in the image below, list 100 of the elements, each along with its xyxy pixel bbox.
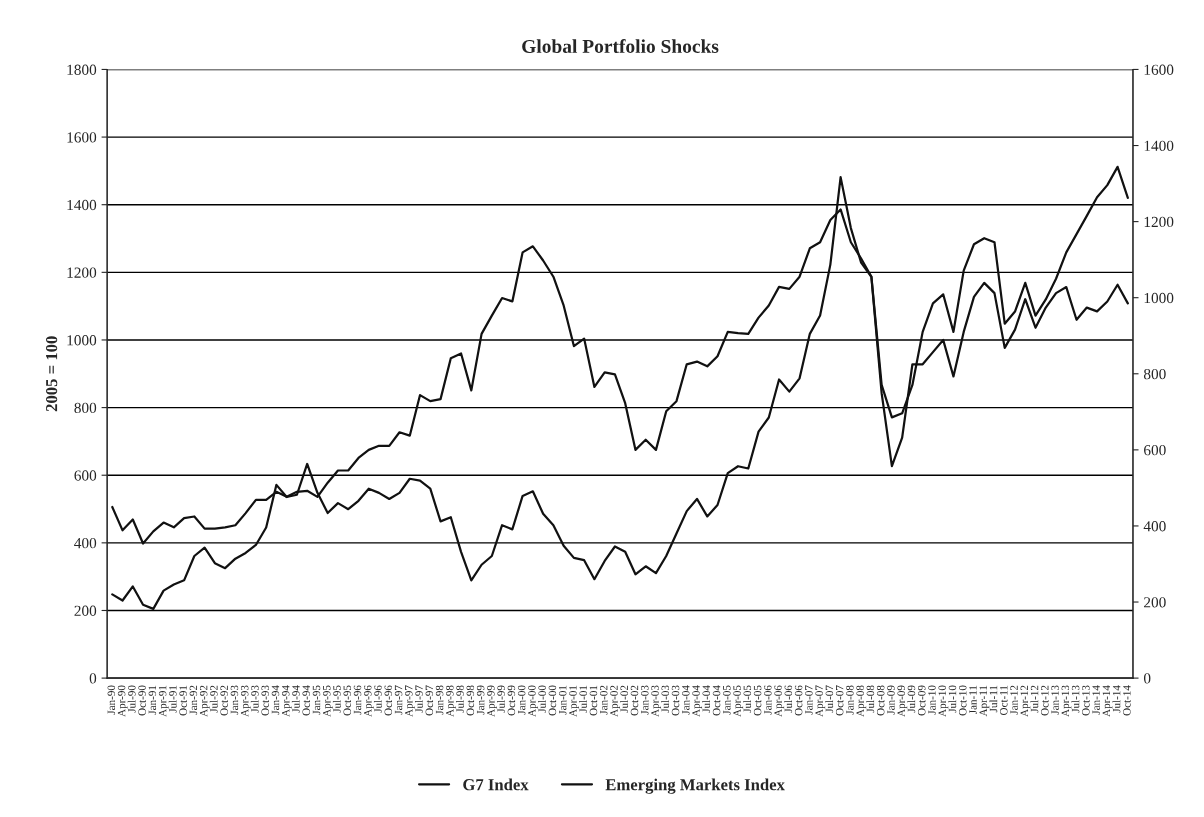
x-tick-label: Apr-93 [240, 685, 251, 717]
x-tick-label: Jan-12 [1010, 685, 1018, 715]
x-tick-label: Oct-96 [384, 685, 393, 716]
x-tick-label: Jan-01 [558, 685, 567, 715]
y-axis-title: 2005 = 100 [46, 336, 58, 412]
x-tick-label: Oct-08 [876, 685, 885, 716]
x-tick-label: Oct-01 [589, 685, 598, 716]
chart-title: Global Portfolio Shocks [522, 39, 719, 53]
x-tick-label: Oct-99 [507, 685, 516, 716]
x-tick-label: Jul-95 [332, 685, 341, 713]
x-tick-label: Oct-06 [794, 685, 803, 716]
x-tick-label: Apr-03 [651, 685, 661, 717]
x-tick-label: Apr-91 [158, 685, 169, 717]
x-tick-label: Oct-07 [835, 685, 844, 716]
x-tick-label: Jan-92 [189, 685, 198, 715]
x-tick-label: Jul-00 [538, 685, 546, 713]
x-tick-label: Apr-05 [733, 685, 744, 717]
x-tick-label: Oct-00 [548, 685, 557, 716]
legend-label: Emerging Markets Index [605, 778, 785, 794]
x-tick-label: Jan-99 [476, 685, 485, 715]
x-tick-label: Jan-09 [887, 685, 895, 715]
x-tick-label: Apr-00 [528, 685, 538, 717]
y2-tick-label: 1400 [1144, 140, 1174, 151]
x-tick-label: Jul-04 [702, 685, 711, 713]
x-tick-label: Jul-12 [1030, 685, 1039, 713]
x-tick-label: Oct-02 [630, 685, 639, 716]
x-tick-label: Jul-92 [209, 685, 218, 713]
x-tick-label: Apr-97 [405, 685, 415, 717]
x-tick-label: Jan-07 [805, 685, 813, 715]
x-tick-label: Apr-09 [897, 685, 908, 717]
x-tick-label: Oct-09 [917, 685, 926, 716]
x-tick-label: Oct-11 [1000, 685, 1008, 716]
x-tick-label: Jul-98 [456, 685, 464, 713]
y-tick-label: 1200 [67, 267, 97, 278]
x-tick-label: Oct-12 [1041, 685, 1049, 716]
x-tick-label: Jan-04 [682, 685, 690, 715]
y-tick-label: 600 [74, 470, 97, 481]
x-tick-label: Apr-02 [610, 685, 620, 717]
y-tick-label: 200 [74, 605, 97, 616]
y-tick-label: 0 [89, 673, 97, 684]
x-tick-label: Apr-01 [569, 685, 579, 717]
x-tick-label: Apr-10 [938, 685, 949, 717]
x-tick-label: Jul-10 [948, 685, 957, 713]
y-tick-label: 1400 [67, 199, 97, 211]
x-tick-label: Jul-97 [414, 685, 423, 713]
x-tick-label: Jul-96 [373, 685, 382, 713]
y2-tick-label: 400 [1143, 521, 1166, 532]
x-tick-label: Jul-99 [497, 685, 505, 713]
x-tick-label: Jul-90 [127, 685, 136, 713]
x-tick-label: Jan-06 [764, 685, 772, 715]
x-tick-label: Oct-04 [712, 685, 721, 716]
x-tick-label: Oct-98 [466, 685, 475, 716]
x-tick-label: Jan-11 [969, 685, 977, 715]
x-tick-label: Oct-10 [958, 685, 967, 716]
x-tick-label: Jul-09 [907, 685, 916, 713]
x-tick-label: Jul-02 [620, 685, 628, 713]
x-tick-label: Apr-13 [1061, 685, 1072, 717]
x-tick-label: Oct-97 [425, 685, 434, 716]
x-tick-label: Jan-03 [640, 685, 649, 715]
x-tick-label: Oct-91 [179, 685, 187, 716]
x-tick-label: Jan-97 [394, 685, 403, 715]
x-tick-label: Oct-90 [138, 685, 146, 716]
x-tick-label: Oct-03 [671, 685, 680, 716]
x-tick-label: Jan-90 [107, 685, 116, 715]
x-tick-label: Jul-13 [1071, 685, 1080, 713]
x-tick-label: Jul-93 [250, 685, 259, 713]
x-tick-label: Jan-98 [435, 685, 444, 715]
x-tick-label: Jan-94 [271, 685, 280, 715]
y2-tick-label: 0 [1143, 673, 1151, 684]
x-tick-label: Oct-05 [753, 685, 762, 716]
x-tick-label: Apr-96 [364, 685, 374, 717]
x-tick-label: Apr-07 [815, 685, 826, 717]
x-tick-label: Oct-13 [1082, 685, 1090, 716]
y-tick-label: 1600 [67, 132, 97, 143]
x-tick-label: Apr-04 [692, 685, 703, 717]
y-tick-label: 1000 [67, 335, 97, 346]
x-tick-label: Jan-00 [517, 685, 526, 715]
x-tick-label: Jan-95 [312, 685, 321, 715]
x-tick-label: Jan-05 [723, 685, 731, 715]
x-tick-label: Apr-06 [774, 685, 785, 717]
x-tick-label: Jan-13 [1051, 685, 1059, 715]
x-tick-label: Apr-99 [487, 685, 497, 717]
x-tick-label: Oct-93 [261, 685, 269, 716]
x-tick-label: Apr-14 [1102, 685, 1113, 717]
x-tick-label: Oct-14 [1123, 685, 1131, 716]
x-tick-label: Apr-92 [199, 685, 210, 717]
x-tick-label: Jan-91 [148, 685, 157, 715]
x-tick-label: Apr-94 [281, 685, 292, 717]
x-tick-label: Apr-98 [446, 685, 456, 717]
x-tick-label: Apr-08 [856, 685, 867, 717]
y2-tick-label: 1600 [1144, 64, 1174, 75]
legend-label: G7 Index [463, 778, 529, 791]
x-tick-label: Jul-07 [825, 685, 834, 713]
x-tick-label: Apr-11 [979, 685, 990, 717]
y2-tick-label: 200 [1144, 597, 1166, 608]
x-tick-label: Jul-94 [291, 685, 300, 713]
x-tick-label: Jan-10 [928, 685, 936, 715]
x-tick-label: Oct-92 [220, 685, 228, 716]
x-tick-label: Jul-08 [866, 685, 875, 713]
y-tick-label: 400 [74, 537, 97, 549]
